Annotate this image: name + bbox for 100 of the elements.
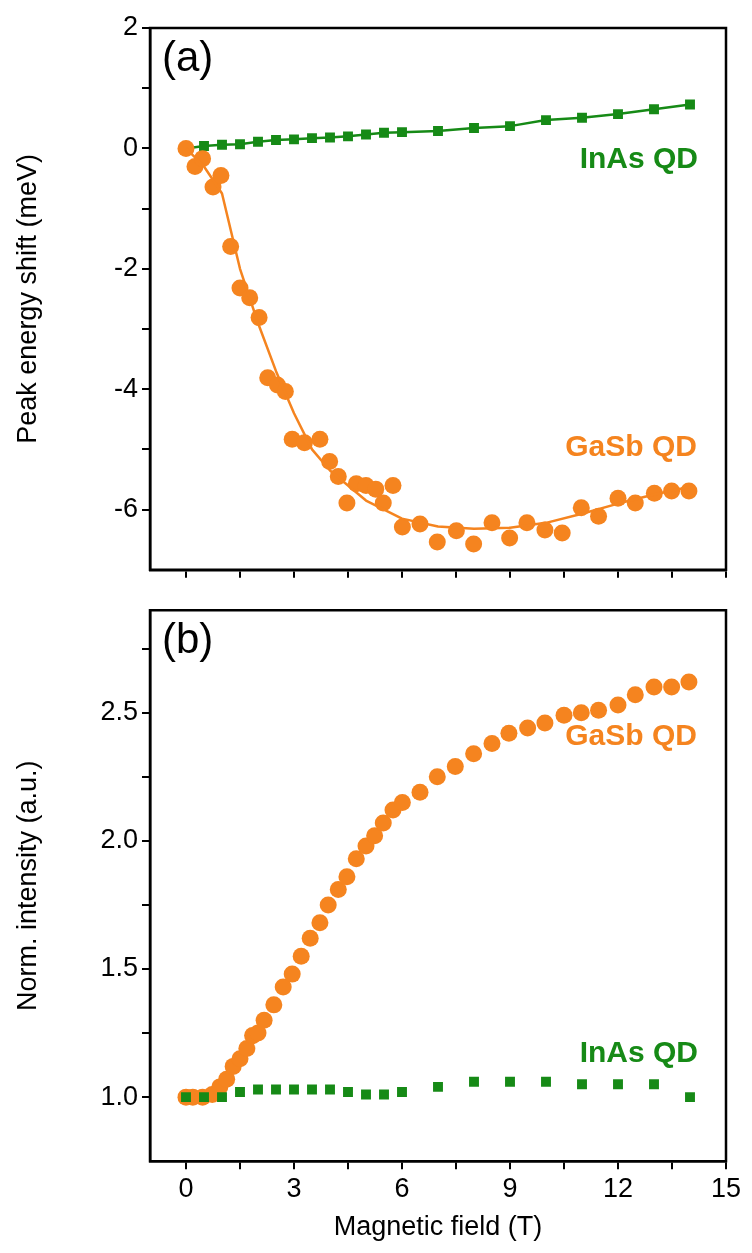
point bbox=[217, 1092, 227, 1103]
point bbox=[289, 1084, 299, 1095]
point bbox=[577, 112, 587, 123]
point bbox=[374, 814, 392, 832]
x-tick-label: 3 bbox=[286, 1172, 302, 1203]
y-tick-label: 2.0 bbox=[100, 824, 138, 855]
point bbox=[384, 477, 402, 495]
point bbox=[397, 127, 407, 138]
point bbox=[536, 714, 554, 732]
series-label: GaSb QD bbox=[565, 718, 697, 752]
x-tick-label: 12 bbox=[602, 1172, 634, 1203]
point bbox=[265, 996, 283, 1014]
point bbox=[663, 678, 681, 696]
point bbox=[366, 827, 384, 845]
point bbox=[433, 125, 443, 136]
point bbox=[235, 1087, 245, 1097]
point bbox=[613, 109, 623, 120]
point bbox=[347, 850, 365, 868]
point bbox=[483, 734, 501, 752]
x-axis-title: Magnetic field (T) bbox=[333, 1211, 543, 1242]
point bbox=[541, 1076, 551, 1087]
x-tick-label: 6 bbox=[394, 1172, 410, 1203]
point bbox=[343, 1087, 353, 1097]
point bbox=[505, 1076, 515, 1087]
point bbox=[255, 1011, 273, 1029]
point bbox=[649, 104, 659, 115]
point bbox=[541, 115, 551, 126]
point bbox=[469, 1076, 479, 1087]
point bbox=[505, 121, 515, 132]
point bbox=[411, 783, 429, 801]
point bbox=[235, 139, 245, 150]
point bbox=[253, 1084, 263, 1095]
point bbox=[577, 1079, 587, 1090]
annotation: (b) bbox=[162, 614, 214, 662]
series-label: GaSb QD bbox=[565, 429, 697, 463]
point bbox=[271, 135, 281, 145]
y-axis-title: Norm. intensity (a.u.) bbox=[11, 760, 42, 1011]
point bbox=[613, 1079, 623, 1090]
point bbox=[553, 524, 571, 542]
point bbox=[212, 166, 230, 184]
point bbox=[379, 127, 389, 138]
point bbox=[238, 1039, 256, 1057]
point bbox=[555, 706, 573, 724]
y-tick-label: -4 bbox=[113, 372, 138, 403]
point bbox=[649, 1079, 659, 1090]
point bbox=[283, 965, 301, 983]
point bbox=[465, 535, 483, 553]
point bbox=[311, 914, 329, 932]
point bbox=[307, 1084, 317, 1095]
point bbox=[685, 1092, 695, 1103]
point bbox=[626, 686, 644, 704]
point bbox=[361, 129, 371, 140]
point bbox=[289, 134, 299, 145]
point bbox=[433, 1081, 443, 1092]
x-tick-label: 9 bbox=[502, 1172, 518, 1203]
point bbox=[379, 1089, 389, 1100]
point bbox=[301, 929, 319, 947]
point bbox=[572, 704, 590, 722]
point bbox=[325, 132, 335, 143]
point bbox=[465, 745, 483, 763]
point bbox=[609, 696, 627, 714]
point bbox=[271, 1084, 281, 1095]
point bbox=[329, 881, 347, 899]
point bbox=[307, 133, 317, 144]
point bbox=[397, 1087, 407, 1097]
point bbox=[274, 978, 292, 996]
point bbox=[501, 529, 519, 547]
series-label: InAs QD bbox=[579, 1035, 698, 1069]
point bbox=[500, 724, 518, 742]
point bbox=[393, 518, 411, 536]
y-tick-label: -2 bbox=[113, 252, 138, 283]
point bbox=[311, 430, 329, 448]
point bbox=[338, 868, 356, 886]
point bbox=[590, 701, 608, 719]
y-tick-label: 2 bbox=[122, 11, 138, 42]
y-axis-title: Peak energy shift (meV) bbox=[11, 154, 42, 444]
point bbox=[367, 480, 385, 498]
point bbox=[428, 768, 446, 786]
point bbox=[519, 719, 537, 737]
x-tick-label: 0 bbox=[178, 1172, 194, 1203]
y-tick-label: 2.5 bbox=[100, 696, 138, 727]
point bbox=[469, 122, 479, 133]
series-label: InAs QD bbox=[579, 140, 698, 174]
annotation: (a) bbox=[162, 32, 214, 80]
point bbox=[218, 1070, 236, 1088]
point bbox=[343, 131, 353, 142]
y-tick-label: 1.0 bbox=[100, 1080, 138, 1111]
point bbox=[177, 139, 195, 157]
point bbox=[325, 1084, 335, 1095]
y-tick-label: 1.5 bbox=[100, 952, 138, 983]
point bbox=[446, 758, 464, 776]
point bbox=[393, 793, 411, 811]
point bbox=[361, 1089, 371, 1100]
point bbox=[645, 678, 663, 696]
point bbox=[253, 136, 263, 147]
point bbox=[217, 139, 227, 150]
y-tick-label: 0 bbox=[122, 131, 138, 162]
point bbox=[292, 947, 310, 965]
point bbox=[199, 141, 209, 151]
y-tick-label: -6 bbox=[113, 493, 138, 524]
